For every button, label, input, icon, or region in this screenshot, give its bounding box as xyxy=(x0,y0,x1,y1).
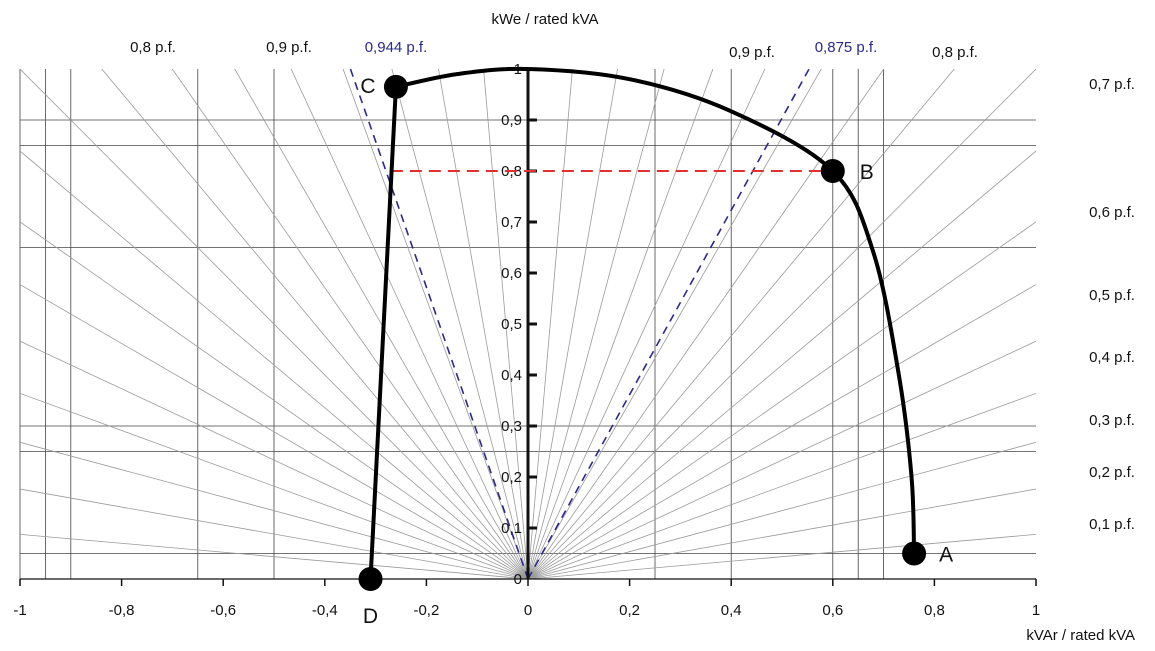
capability-curve xyxy=(368,66,917,580)
y-tick-label: 0,6 xyxy=(501,265,522,282)
x-tick-label: -0,8 xyxy=(109,602,135,619)
pf-fan-line xyxy=(527,150,1036,579)
power-factor-limit-lines xyxy=(349,68,810,580)
pf-fan-line xyxy=(527,69,618,579)
pf-fan-line xyxy=(20,488,529,579)
point-marker-d xyxy=(358,567,383,591)
x-tick-label: -0,2 xyxy=(413,602,439,619)
pf-limit-line xyxy=(349,68,529,580)
pf-fan-line xyxy=(527,284,1036,579)
pf-fan-line xyxy=(20,533,529,579)
point-markers: A B C D xyxy=(358,74,953,628)
pf-fan-line xyxy=(290,69,529,579)
pf-fan-line xyxy=(527,340,1036,579)
point-label-c: C xyxy=(360,75,375,98)
pf-fan-line xyxy=(527,392,1036,579)
pf-label-right: 0,1 p.f. xyxy=(1089,516,1135,533)
pf-fan-line xyxy=(527,69,573,579)
pf-limit-label: 0,944 p.f. xyxy=(365,39,428,56)
pf-label-left: 0,8 p.f. xyxy=(130,39,176,56)
pf-fan-line xyxy=(527,69,822,579)
pf-fan-line xyxy=(527,533,1036,579)
point-label-d: D xyxy=(363,605,378,628)
pf-fan-line xyxy=(20,392,529,579)
x-tick-label: -1 xyxy=(13,602,26,619)
point-marker-b xyxy=(820,159,845,183)
x-axis-title: kVAr / rated kVA xyxy=(1026,627,1135,644)
capability-curve-group xyxy=(368,66,917,580)
pf-fan-line xyxy=(20,441,529,579)
pf-limit-label: 0,875 p.f. xyxy=(815,39,878,56)
y-tick-label: 0,5 xyxy=(501,316,522,333)
pf-fan-line xyxy=(234,69,529,579)
axes: -1 -0,8 -0,6 -0,4 -0,2 0 0,2 0,4 0,6 0,8 1 0 0,1 0,2 0… xyxy=(13,61,1040,619)
pf-fan-line xyxy=(527,221,1036,579)
pf-fan-line xyxy=(527,69,1036,579)
pf-fan-line xyxy=(527,69,665,579)
pf-label-right: 0,2 p.f. xyxy=(1089,464,1135,481)
x-tick-label: 0,4 xyxy=(721,602,742,619)
pf-fan-line xyxy=(527,69,766,579)
x-tick-label: 1 xyxy=(1032,602,1040,619)
point-marker-c xyxy=(383,74,408,99)
pf-fan-line xyxy=(527,69,714,579)
y-tick-label: 0 xyxy=(514,571,522,588)
pf-fan-line xyxy=(527,69,885,579)
pf-fan-line xyxy=(20,150,529,579)
pf-fan-line xyxy=(171,69,529,579)
x-tick-label: -0,4 xyxy=(312,602,338,619)
x-tick-label: 0,2 xyxy=(619,602,640,619)
pf-fan-line xyxy=(527,69,955,579)
pf-label-right: 0,3 p.f. xyxy=(1089,412,1135,429)
pf-fan-line xyxy=(20,69,529,579)
y-tick-label: 0,7 xyxy=(501,214,522,231)
pf-fan-line xyxy=(391,69,529,579)
pf-fan-line xyxy=(438,69,529,579)
y-axis-title: kWe / rated kVA xyxy=(492,11,599,28)
y-tick-label: 0,3 xyxy=(501,418,522,435)
y-tick-label: 0,4 xyxy=(501,367,522,384)
x-tick-label: -0,6 xyxy=(210,602,236,619)
pf-fan-line xyxy=(20,340,529,579)
point-label-b: B xyxy=(860,161,874,184)
point-marker-a xyxy=(902,541,927,566)
pf-fan-line xyxy=(342,69,529,579)
x-tick-label: 0,6 xyxy=(822,602,843,619)
chart-text-labels: kWe / rated kVA kVAr / rated kVA 0,1 p.f… xyxy=(130,11,1135,644)
pf-fan-line xyxy=(483,69,529,579)
x-tick-label: 0,8 xyxy=(924,602,945,619)
pf-label-right: 0,8 p.f. xyxy=(932,44,978,61)
x-tick-label: 0 xyxy=(524,602,532,619)
pf-label-left: 0,9 p.f. xyxy=(266,39,312,56)
y-tick-label: 0,1 xyxy=(501,520,522,537)
pf-label-right: 0,4 p.f. xyxy=(1089,349,1135,366)
pf-fan-line xyxy=(527,441,1036,579)
pf-label-right: 0,6 p.f. xyxy=(1089,204,1135,221)
y-tick-label: 0,2 xyxy=(501,469,522,486)
pf-label-right: 0,7 p.f. xyxy=(1089,76,1135,93)
pf-label-right: 0,5 p.f. xyxy=(1089,287,1135,304)
power-factor-lines xyxy=(20,69,1036,579)
pf-fan-line xyxy=(20,221,529,579)
pf-fan-line xyxy=(20,284,529,579)
point-label-a: A xyxy=(939,544,953,567)
y-tick-label: 0,9 xyxy=(501,112,522,129)
pf-label-right: 0,9 p.f. xyxy=(729,44,775,61)
pf-fan-line xyxy=(101,69,529,579)
pf-fan-line xyxy=(527,488,1036,579)
